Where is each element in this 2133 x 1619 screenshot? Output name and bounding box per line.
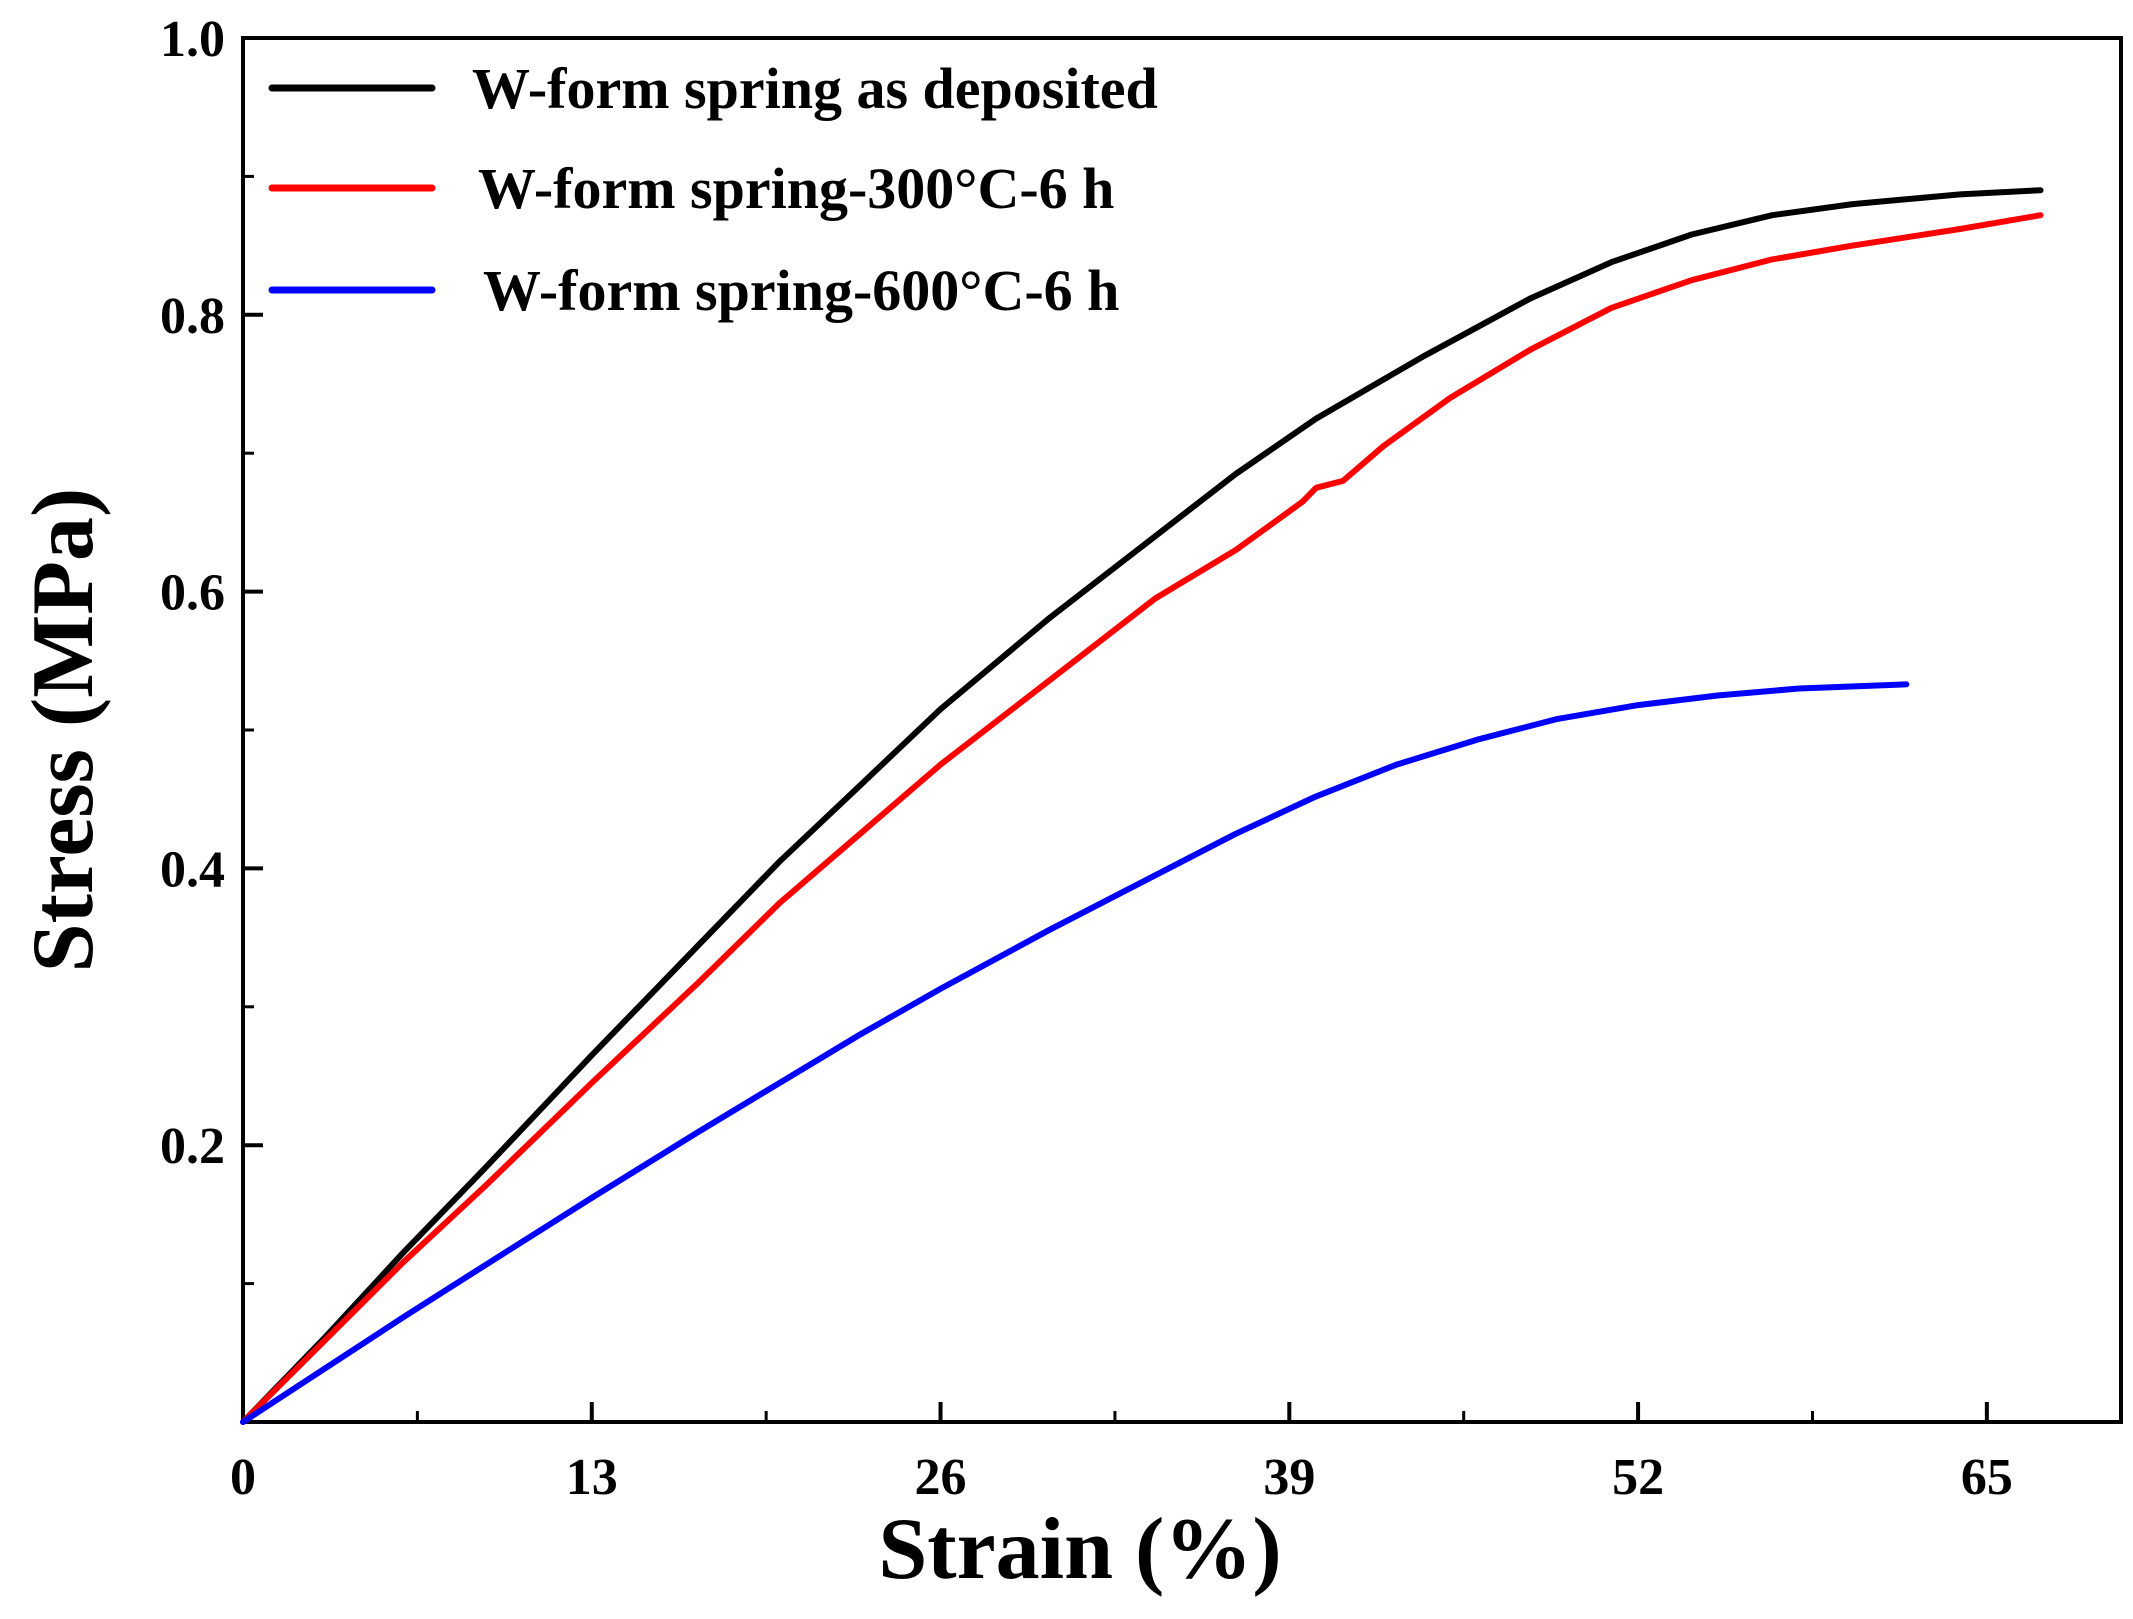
x-tick-label: 26 [915, 1449, 967, 1506]
series-line-3 [240, 681, 1910, 1425]
y-tick-label: 0.4 [160, 841, 225, 898]
x-tick-label: 0 [230, 1449, 256, 1506]
series-line-2 [240, 212, 2044, 1425]
y-tick-label: 1.0 [160, 11, 225, 68]
x-tick-label: 65 [1961, 1449, 2013, 1506]
x-tick-label: 13 [566, 1449, 618, 1506]
y-axis-title: Stress (MPa) [15, 488, 112, 973]
y-tick-label: 0.8 [160, 288, 225, 345]
series-line-1 [240, 187, 2044, 1425]
series-lines [240, 187, 2044, 1425]
legend-label-1: W-form spring as deposited [472, 56, 1158, 121]
legend-label-3: W-form spring-600°C-6 h [483, 258, 1119, 323]
legend-label-2: W-form spring-300°C-6 h [478, 156, 1114, 221]
x-axis-title: Strain (%) [878, 1501, 1281, 1598]
legend: W-form spring as deposited W-form spring-… [268, 56, 1158, 323]
y-axis-ticks: 0.2 0.4 0.6 0.8 1.0 [160, 11, 263, 1286]
y-tick-label: 0.6 [160, 565, 225, 622]
x-axis-ticks: 0 13 26 39 52 65 [230, 1402, 2013, 1506]
x-tick-label: 52 [1612, 1449, 1664, 1506]
x-tick-label: 39 [1263, 1449, 1315, 1506]
y-tick-label: 0.2 [160, 1118, 225, 1175]
